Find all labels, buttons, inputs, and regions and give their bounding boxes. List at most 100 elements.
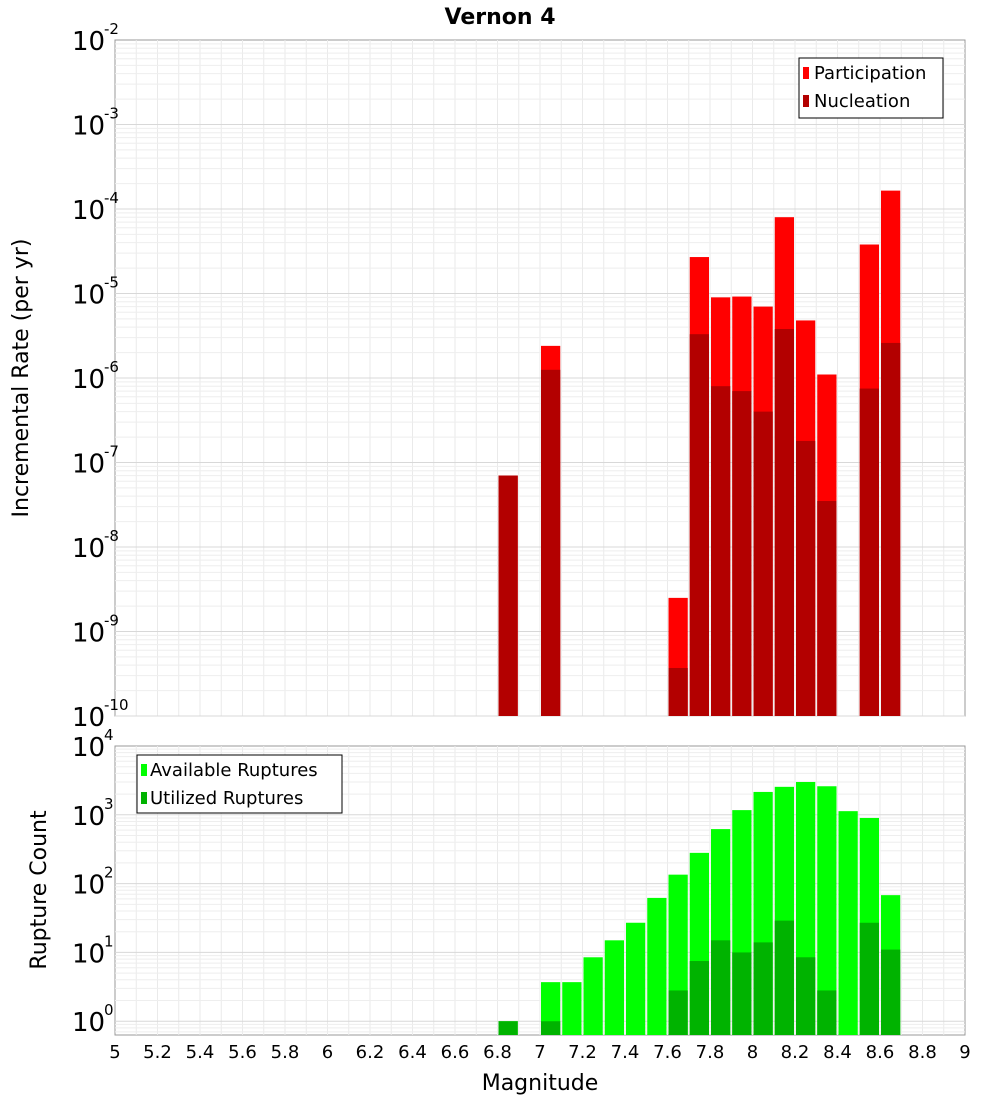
bottom-bar-available-ruptures	[817, 786, 837, 1035]
bottom-legend: Available Ruptures Utilized Ruptures	[136, 754, 343, 814]
top-bar-nucleation	[668, 667, 688, 716]
y-tick-exponent: -10	[104, 696, 129, 714]
y-tick-label: 10	[72, 733, 105, 763]
top-bar-nucleation	[796, 440, 816, 716]
bottom-bar-utilized-ruptures	[711, 940, 731, 1035]
x-tick-label: 5.2	[143, 1042, 172, 1063]
x-tick-label: 5.4	[186, 1042, 215, 1063]
y-tick-exponent: 1	[104, 932, 114, 950]
y-tick-label: 10	[72, 703, 105, 733]
y-tick-exponent: -8	[104, 527, 119, 545]
y-tick-label: 10	[72, 450, 105, 480]
bottom-bar-available-ruptures	[604, 940, 624, 1035]
bottom-bar-utilized-ruptures	[498, 1021, 518, 1035]
y-tick-exponent: -2	[104, 20, 119, 38]
top-bar-nucleation	[711, 386, 731, 716]
top-bar-nucleation	[541, 369, 561, 716]
y-tick-exponent: -3	[104, 105, 119, 123]
y-tick-exponent: 4	[104, 726, 114, 744]
bottom-bar-utilized-ruptures	[859, 922, 879, 1035]
x-tick-label: 6.4	[398, 1042, 427, 1063]
bottom-bar-utilized-ruptures	[541, 1021, 561, 1035]
bottom-legend-box	[136, 754, 343, 814]
x-tick-label: 8.4	[823, 1042, 852, 1063]
y-tick-exponent: 3	[104, 795, 114, 813]
y-tick-label: 10	[72, 112, 105, 142]
x-tick-label: 8.6	[866, 1042, 895, 1063]
top-bar-nucleation	[881, 342, 901, 716]
available-ruptures-legend-label: Available Ruptures	[150, 760, 318, 781]
top-bars	[498, 190, 901, 716]
bottom-bar-available-ruptures	[647, 897, 667, 1035]
utilized-ruptures-legend-swatch	[141, 792, 147, 804]
bottom-bars	[498, 781, 901, 1035]
bottom-bar-available-ruptures	[626, 922, 646, 1035]
y-tick-label: 10	[72, 27, 105, 57]
top-bar-nucleation	[774, 329, 794, 716]
top-bar-nucleation	[817, 501, 837, 716]
x-tick-label: 8	[747, 1042, 758, 1063]
x-tick-label: 7.8	[696, 1042, 725, 1063]
bottom-bar-utilized-ruptures	[817, 990, 837, 1035]
y-tick-exponent: -7	[104, 443, 119, 461]
y-tick-exponent: -4	[104, 189, 119, 207]
bottom-y-axis-label: Rupture Count	[27, 810, 52, 970]
top-legend: Participation Nucleation	[798, 57, 944, 119]
participation-legend-swatch	[803, 67, 809, 79]
y-tick-label: 10	[72, 619, 105, 649]
y-tick-exponent: -6	[104, 358, 119, 376]
y-tick-label: 10	[72, 281, 105, 311]
bottom-bar-utilized-ruptures	[732, 952, 752, 1035]
y-tick-label: 10	[72, 196, 105, 226]
chart-title: Vernon 4	[445, 5, 556, 30]
x-tick-label: 9	[959, 1042, 970, 1063]
y-tick-label: 10	[72, 534, 105, 564]
y-tick-exponent: -9	[104, 612, 119, 630]
y-tick-label: 10	[72, 802, 105, 832]
x-tick-label: 6.6	[441, 1042, 470, 1063]
top-bar-nucleation	[689, 334, 709, 716]
top-y-axis-label: Incremental Rate (per yr)	[9, 239, 34, 518]
x-tick-label: 6.8	[483, 1042, 512, 1063]
y-tick-label: 10	[72, 365, 105, 395]
x-tick-label: 7.6	[653, 1042, 682, 1063]
bottom-bar-available-ruptures	[838, 811, 858, 1035]
top-bar-nucleation	[859, 388, 879, 716]
bottom-bar-available-ruptures	[583, 957, 603, 1035]
x-tick-label: 8.2	[781, 1042, 810, 1063]
x-tick-label: 5.8	[271, 1042, 300, 1063]
available-ruptures-legend-swatch	[141, 764, 147, 776]
utilized-ruptures-legend-label: Utilized Ruptures	[150, 788, 303, 809]
x-tick-label: 5	[109, 1042, 120, 1063]
bottom-bar-utilized-ruptures	[881, 949, 901, 1035]
x-tick-label: 7	[534, 1042, 545, 1063]
top-bar-nucleation	[498, 475, 518, 716]
bottom-bar-utilized-ruptures	[689, 961, 709, 1035]
y-tick-label: 10	[72, 1008, 105, 1038]
x-tick-label: 8.8	[908, 1042, 937, 1063]
x-tick-label: 6	[322, 1042, 333, 1063]
y-tick-label: 10	[72, 939, 105, 969]
bottom-bar-available-ruptures	[562, 982, 582, 1035]
y-tick-exponent: -5	[104, 274, 119, 292]
top-bar-nucleation	[753, 411, 773, 716]
top-bar-nucleation	[732, 391, 752, 716]
y-tick-label: 10	[72, 871, 105, 901]
x-axis-label: Magnitude	[482, 1071, 599, 1096]
x-tick-label: 5.6	[228, 1042, 257, 1063]
participation-legend-label: Participation	[814, 63, 926, 84]
top-legend-box	[798, 57, 944, 119]
x-tick-labels: 5 5.2 5.4 5.6 5.8 6 6.2 6.4 6.6 6.8 7 7.2 7.4 7.6 7.8 8…	[109, 1042, 970, 1063]
top-gridlines	[115, 40, 965, 717]
bottom-bar-utilized-ruptures	[753, 942, 773, 1035]
y-tick-exponent: 0	[104, 1001, 114, 1019]
nucleation-legend-swatch	[803, 95, 809, 107]
x-tick-label: 7.2	[568, 1042, 597, 1063]
y-tick-exponent: 2	[104, 864, 114, 882]
